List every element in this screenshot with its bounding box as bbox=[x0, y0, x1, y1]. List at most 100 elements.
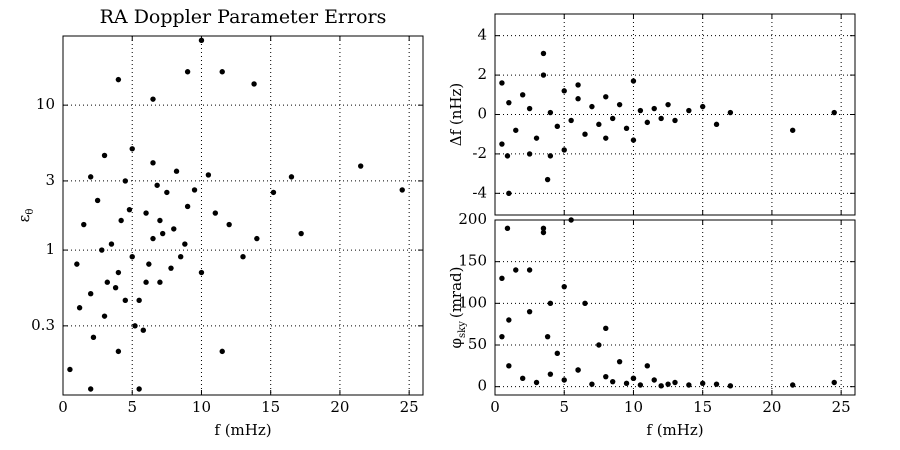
x-tick-label: 5 bbox=[127, 398, 137, 416]
scatter-point bbox=[81, 221, 87, 228]
scatter-point bbox=[99, 247, 105, 253]
scatter-point bbox=[159, 230, 166, 237]
y-tick-label: 50 bbox=[468, 335, 487, 353]
scatter-point bbox=[554, 123, 561, 130]
scatter-point bbox=[637, 107, 644, 114]
y-axis-label-symbol: φ bbox=[447, 338, 465, 349]
scatter-point bbox=[519, 375, 526, 382]
y-axis-label: εθ bbox=[15, 209, 36, 223]
scatter-point bbox=[226, 221, 232, 228]
scatter-point bbox=[164, 189, 170, 196]
scatter-point bbox=[575, 96, 581, 102]
scatter-point bbox=[630, 375, 637, 382]
scatter-point bbox=[831, 109, 837, 116]
scatter-point bbox=[150, 235, 156, 242]
scatter-point bbox=[150, 160, 156, 166]
scatter-point bbox=[506, 99, 512, 106]
x-tick-label: 0 bbox=[58, 398, 68, 416]
plot-frame bbox=[494, 13, 856, 216]
x-axis-label: f (mHz) bbox=[646, 421, 703, 439]
scatter-point bbox=[191, 187, 198, 193]
plot-frame bbox=[62, 35, 424, 396]
scatter-point bbox=[198, 37, 205, 44]
scatter-point bbox=[789, 127, 796, 133]
y-axis-label-symbol: Δf (nHz) bbox=[447, 83, 465, 147]
scatter-point bbox=[727, 109, 734, 116]
scatter-point bbox=[499, 80, 505, 86]
scatter-point bbox=[122, 297, 129, 304]
scatter-point bbox=[686, 107, 692, 114]
x-tick-label: 25 bbox=[400, 398, 419, 416]
scatter-point bbox=[519, 92, 526, 98]
scatter-point bbox=[596, 342, 602, 348]
scatter-point bbox=[540, 225, 547, 232]
scatter-point bbox=[499, 141, 505, 147]
scatter-point bbox=[513, 127, 519, 133]
scatter-point bbox=[596, 121, 602, 128]
scatter-point bbox=[154, 182, 160, 188]
scatter-point bbox=[554, 350, 561, 357]
scatter-point bbox=[90, 334, 97, 341]
scatter-point bbox=[526, 151, 533, 157]
scatter-point bbox=[526, 267, 533, 273]
scatter-point bbox=[623, 125, 630, 131]
scatter-point bbox=[115, 348, 122, 355]
scatter-point bbox=[630, 137, 637, 143]
scatter-point bbox=[513, 267, 519, 273]
scatter-point bbox=[126, 206, 133, 213]
scatter-point bbox=[533, 135, 540, 141]
y-tick-label: 100 bbox=[458, 293, 487, 311]
scatter-point bbox=[533, 379, 540, 386]
x-tick-label: 20 bbox=[762, 398, 781, 416]
scatter-point bbox=[129, 254, 135, 260]
scatter-point bbox=[672, 379, 678, 386]
scatter-point bbox=[499, 333, 505, 340]
scatter-point bbox=[609, 115, 616, 122]
scatter-point bbox=[561, 88, 567, 94]
scatter-point bbox=[603, 94, 609, 100]
scatter-point bbox=[168, 265, 174, 271]
y-tick-label: 1 bbox=[45, 240, 55, 258]
scatter-point bbox=[616, 358, 623, 365]
scatter-point bbox=[713, 381, 720, 387]
scatter-point bbox=[603, 373, 609, 380]
scatter-point bbox=[526, 105, 533, 112]
x-tick-label: 15 bbox=[261, 398, 280, 416]
scatter-point bbox=[713, 121, 720, 128]
scatter-point bbox=[87, 174, 94, 180]
scatter-point bbox=[630, 78, 637, 84]
scatter-point bbox=[212, 210, 219, 216]
scatter-point bbox=[205, 172, 212, 178]
scatter-point bbox=[87, 386, 94, 392]
scatter-point bbox=[118, 217, 124, 224]
x-tick-label: 5 bbox=[559, 398, 569, 416]
scatter-point bbox=[540, 72, 547, 78]
scatter-point bbox=[651, 105, 657, 112]
scatter-point bbox=[184, 203, 191, 210]
scatter-point bbox=[143, 279, 149, 285]
scatter-point bbox=[177, 254, 184, 260]
scatter-point bbox=[219, 69, 225, 75]
scatter-point bbox=[108, 241, 115, 247]
scatter-point bbox=[104, 279, 111, 285]
scatter-point bbox=[637, 382, 644, 388]
scatter-point bbox=[789, 382, 796, 388]
scatter-point bbox=[399, 187, 405, 193]
y-axis-label: φsky (mrad) bbox=[447, 266, 468, 348]
scatter-point bbox=[157, 279, 163, 285]
scatter-point bbox=[136, 297, 142, 304]
plot-frame bbox=[494, 219, 856, 396]
scatter-point bbox=[582, 300, 588, 307]
scatter-point bbox=[575, 367, 581, 373]
scatter-point bbox=[665, 101, 671, 108]
scatter-point bbox=[589, 381, 595, 387]
x-tick-label: 10 bbox=[192, 398, 211, 416]
scatter-point bbox=[298, 230, 304, 237]
scatter-point bbox=[157, 217, 163, 224]
scatter-point bbox=[129, 146, 135, 152]
scatter-point bbox=[544, 333, 551, 340]
scatter-point bbox=[506, 363, 512, 369]
x-tick-label: 15 bbox=[693, 398, 712, 416]
scatter-point bbox=[74, 261, 80, 267]
